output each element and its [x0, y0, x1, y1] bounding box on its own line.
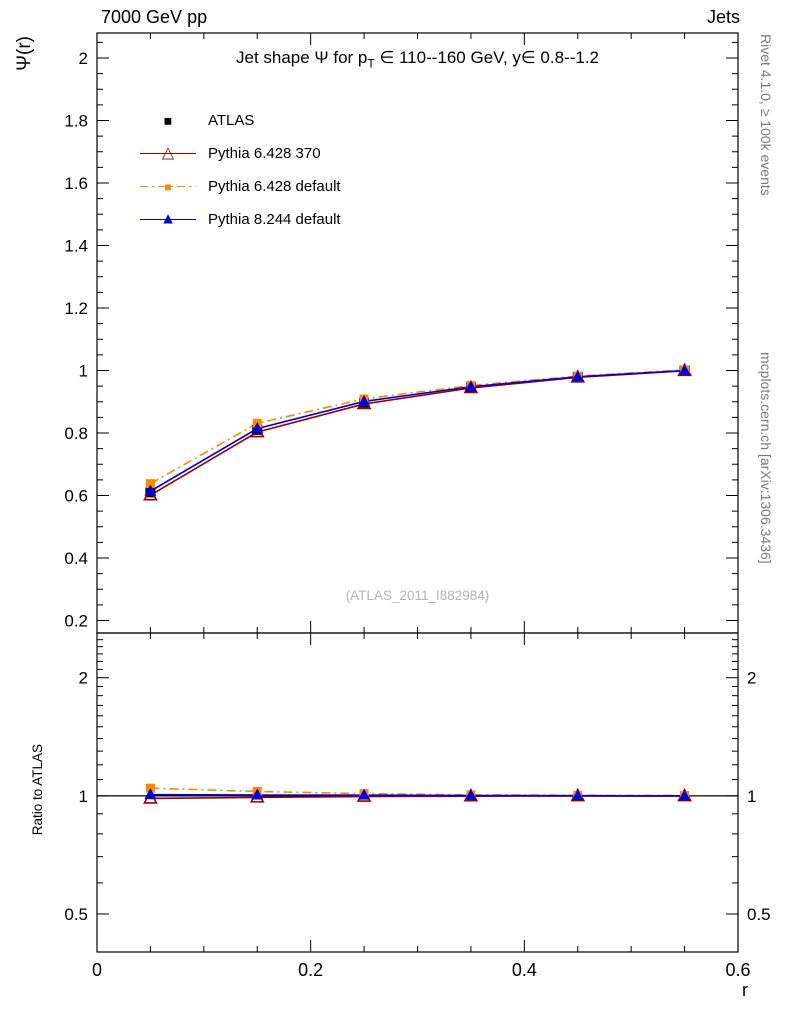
legend-item-pythia6-370: △ Pythia 6.428 370 — [140, 137, 341, 170]
pythia8-default-marker-sample: ▲ — [140, 210, 196, 230]
ratio-y-axis-title: Ratio to ATLAS — [30, 744, 45, 836]
beam-energy-label: 7000 GeV pp — [101, 7, 208, 27]
analysis-id-watermark: (ATLAS_2011_I882984) — [345, 588, 490, 603]
svg-text:1.2: 1.2 — [64, 299, 88, 318]
svg-text:0.2: 0.2 — [298, 960, 323, 980]
main-y-axis-title: Ψ(r) — [14, 36, 35, 71]
pythia6-default-marker-sample: ■ — [140, 177, 196, 197]
svg-text:1.6: 1.6 — [64, 174, 88, 193]
svg-text:0.4: 0.4 — [64, 549, 88, 568]
svg-text:0.6: 0.6 — [725, 960, 750, 980]
plot-title: Jet shape Ψ for pT ∈ 110--160 GeV, y∈ 0.… — [97, 48, 738, 70]
svg-text:1: 1 — [79, 787, 88, 806]
plot-title-suffix: ∈ 110--160 GeV, y∈ 0.8--1.2 — [374, 48, 600, 67]
legend-line — [140, 218, 196, 220]
legend-item-pythia8-default: ▲ Pythia 8.244 default — [140, 203, 341, 236]
open-triangle-icon: △ — [161, 144, 175, 162]
plot-title-subscript: T — [367, 56, 375, 71]
filled-square-icon: ■ — [164, 179, 172, 194]
svg-text:0.5: 0.5 — [747, 905, 771, 924]
legend-line — [140, 185, 196, 188]
plot-title-prefix: Jet shape Ψ for p — [235, 48, 368, 67]
pythia6-370-marker-sample: △ — [140, 144, 196, 164]
legend-line — [140, 152, 196, 154]
svg-text:0.5: 0.5 — [64, 905, 88, 924]
svg-text:0: 0 — [92, 960, 102, 980]
rivet-version-note: Rivet 4.1.0, ≥ 100k events — [758, 34, 774, 196]
svg-text:2: 2 — [747, 669, 756, 688]
mcplots-reference-note: mcplots.cern.ch [arXiv:1306.3436] — [758, 352, 774, 564]
x-axis-title: r — [742, 980, 748, 1000]
svg-text:1.4: 1.4 — [64, 237, 88, 256]
legend: ■ ATLAS △ Pythia 6.428 370 ■ Pythia 6.42… — [140, 104, 341, 236]
svg-text:0.6: 0.6 — [64, 487, 88, 506]
svg-text:1.8: 1.8 — [64, 112, 88, 131]
legend-label-pythia6-370: Pythia 6.428 370 — [208, 145, 321, 162]
svg-text:1: 1 — [747, 787, 756, 806]
legend-item-atlas: ■ ATLAS — [140, 104, 341, 137]
analysis-group-label: Jets — [706, 7, 740, 27]
svg-text:2: 2 — [79, 669, 88, 688]
legend-item-pythia6-default: ■ Pythia 6.428 default — [140, 170, 341, 203]
filled-triangle-icon: ▲ — [160, 210, 176, 228]
svg-text:0.4: 0.4 — [512, 960, 537, 980]
filled-square-icon: ■ — [163, 112, 173, 129]
svg-text:0.2: 0.2 — [64, 612, 88, 631]
svg-text:1: 1 — [79, 362, 88, 381]
legend-label-atlas: ATLAS — [208, 112, 255, 129]
svg-text:2: 2 — [79, 49, 88, 68]
legend-label-pythia8-default: Pythia 8.244 default — [208, 211, 341, 228]
atlas-marker-sample: ■ — [140, 111, 196, 131]
legend-label-pythia6-default: Pythia 6.428 default — [208, 178, 341, 195]
svg-text:0.8: 0.8 — [64, 424, 88, 443]
